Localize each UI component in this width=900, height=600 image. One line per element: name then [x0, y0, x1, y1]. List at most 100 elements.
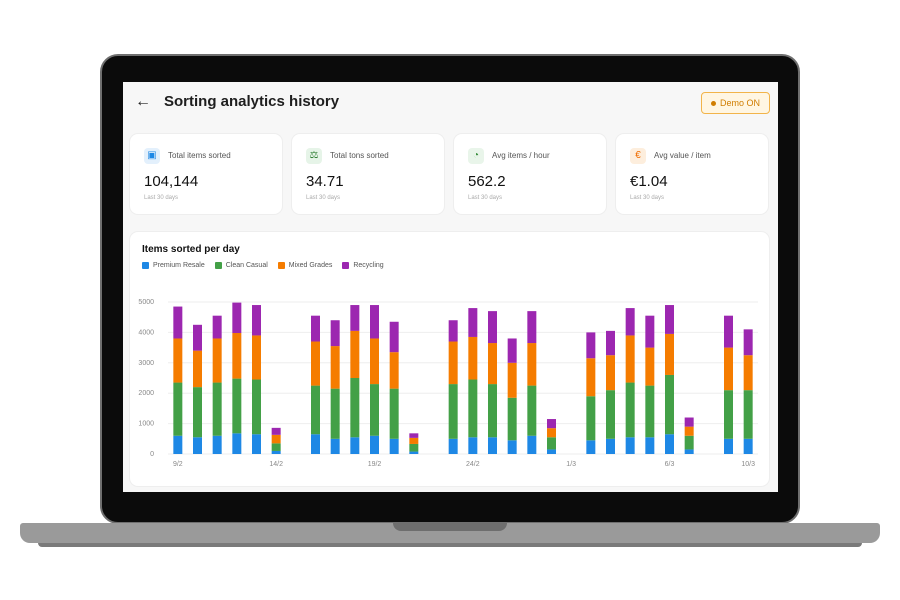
bar-segment[interactable]: [724, 438, 733, 454]
bar-segment[interactable]: [350, 437, 360, 454]
bar-segment[interactable]: [665, 305, 674, 334]
bar-segment[interactable]: [625, 437, 635, 454]
bar-segment[interactable]: [173, 435, 183, 454]
bar-segment[interactable]: [212, 435, 222, 454]
bar-segment[interactable]: [193, 324, 202, 351]
bar-segment[interactable]: [527, 385, 537, 436]
bar-segment[interactable]: [389, 352, 399, 389]
bar-segment[interactable]: [684, 449, 694, 454]
bar-segment[interactable]: [232, 302, 242, 334]
bar-segment[interactable]: [743, 390, 753, 439]
bar-segment[interactable]: [507, 440, 517, 454]
bar-segment[interactable]: [743, 438, 753, 454]
bar-segment[interactable]: [370, 338, 379, 385]
bar-segment[interactable]: [370, 305, 379, 339]
bar-segment[interactable]: [330, 320, 340, 347]
bar-segment[interactable]: [389, 321, 399, 353]
bar-segment[interactable]: [448, 341, 458, 385]
bar-segment[interactable]: [724, 315, 733, 348]
bar-segment[interactable]: [232, 333, 242, 379]
bar-segment[interactable]: [409, 451, 419, 454]
bar-segment[interactable]: [586, 358, 596, 397]
bar-segment[interactable]: [625, 335, 635, 383]
bar-segment[interactable]: [724, 347, 733, 391]
bar-segment[interactable]: [625, 308, 635, 336]
bar-segment[interactable]: [645, 437, 655, 454]
bar-segment[interactable]: [330, 346, 340, 389]
bar-segment[interactable]: [311, 385, 320, 435]
bar-segment[interactable]: [665, 434, 674, 454]
bar-segment[interactable]: [448, 384, 458, 439]
bar-segment[interactable]: [684, 417, 694, 427]
back-arrow-icon[interactable]: ←: [135, 93, 151, 110]
bar-segment[interactable]: [488, 437, 497, 454]
bar-segment[interactable]: [350, 378, 360, 438]
bar-segment[interactable]: [547, 437, 556, 450]
bar-segment[interactable]: [330, 438, 340, 454]
bar-segment[interactable]: [448, 438, 458, 454]
bar-segment[interactable]: [665, 333, 674, 375]
bar-segment[interactable]: [507, 338, 517, 363]
bar-segment[interactable]: [212, 338, 222, 383]
bar-segment[interactable]: [370, 384, 379, 436]
demo-toggle-button[interactable]: Demo ON: [700, 92, 770, 114]
bar-segment[interactable]: [271, 450, 281, 454]
bar-segment[interactable]: [606, 438, 615, 454]
bar-segment[interactable]: [527, 311, 537, 344]
bar-segment[interactable]: [468, 308, 478, 337]
bar-segment[interactable]: [684, 435, 694, 450]
bar-segment[interactable]: [409, 437, 419, 444]
bar-segment[interactable]: [330, 388, 340, 439]
bar-segment[interactable]: [586, 332, 596, 359]
bar-segment[interactable]: [271, 427, 281, 435]
bar-segment[interactable]: [665, 374, 674, 435]
bar-segment[interactable]: [645, 315, 655, 348]
bar-segment[interactable]: [527, 435, 537, 454]
bar-segment[interactable]: [645, 385, 655, 438]
bar-segment[interactable]: [232, 433, 242, 454]
bar-segment[interactable]: [389, 438, 399, 454]
bar-segment[interactable]: [586, 396, 596, 441]
bar-segment[interactable]: [311, 315, 320, 342]
bar-segment[interactable]: [193, 350, 202, 388]
bar-segment[interactable]: [547, 428, 556, 438]
bar-segment[interactable]: [212, 315, 222, 339]
bar-segment[interactable]: [606, 330, 615, 356]
bar-segment[interactable]: [606, 355, 615, 391]
bar-segment[interactable]: [193, 387, 202, 438]
bar-segment[interactable]: [645, 347, 655, 386]
bar-segment[interactable]: [409, 433, 419, 438]
bar-segment[interactable]: [271, 443, 281, 451]
bar-segment[interactable]: [370, 435, 379, 454]
bar-segment[interactable]: [468, 379, 478, 438]
bar-segment[interactable]: [527, 343, 537, 386]
bar-segment[interactable]: [743, 355, 753, 391]
bar-segment[interactable]: [252, 379, 261, 435]
bar-segment[interactable]: [468, 336, 478, 380]
bar-segment[interactable]: [625, 382, 635, 438]
bar-segment[interactable]: [606, 390, 615, 439]
bar-segment[interactable]: [488, 343, 497, 385]
bar-segment[interactable]: [173, 306, 183, 339]
bar-segment[interactable]: [409, 443, 419, 452]
bar-segment[interactable]: [193, 437, 202, 454]
bar-segment[interactable]: [488, 384, 497, 438]
bar-segment[interactable]: [173, 338, 183, 383]
bar-segment[interactable]: [507, 397, 517, 441]
bar-segment[interactable]: [586, 440, 596, 454]
bar-segment[interactable]: [271, 434, 281, 444]
bar-segment[interactable]: [350, 305, 360, 331]
bar-segment[interactable]: [252, 305, 261, 336]
bar-segment[interactable]: [547, 419, 556, 429]
bar-segment[interactable]: [743, 329, 753, 356]
bar-segment[interactable]: [389, 388, 399, 439]
bar-segment[interactable]: [507, 362, 517, 398]
bar-segment[interactable]: [468, 437, 478, 454]
bar-segment[interactable]: [311, 434, 320, 454]
bar-segment[interactable]: [311, 341, 320, 386]
bar-segment[interactable]: [350, 330, 360, 378]
bar-segment[interactable]: [252, 434, 261, 454]
bar-segment[interactable]: [212, 382, 222, 436]
bar-segment[interactable]: [448, 320, 458, 342]
bar-segment[interactable]: [488, 311, 497, 344]
